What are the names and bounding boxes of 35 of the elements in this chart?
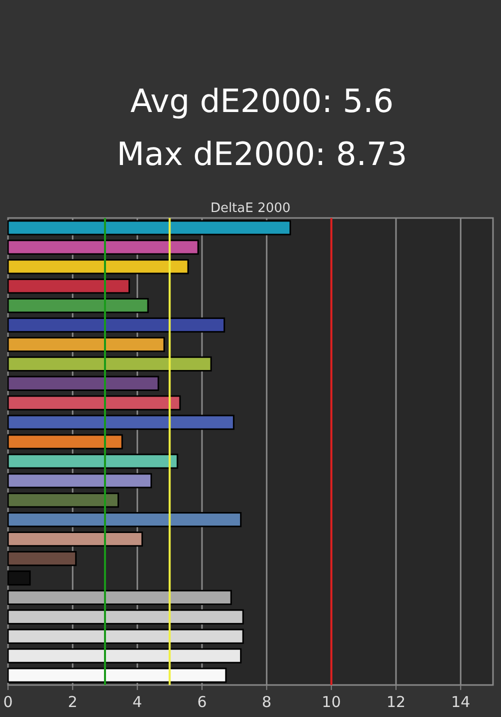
x-tick-label: 0	[3, 693, 13, 711]
chart-title: DeltaE 2000	[210, 201, 291, 216]
x-tick-label: 4	[132, 693, 142, 711]
bar	[7, 668, 227, 683]
bar	[7, 240, 199, 255]
bar	[7, 648, 242, 664]
text: Max dE2000: 8.73	[116, 135, 408, 173]
bar	[7, 473, 152, 488]
x-tick-label: 10	[322, 693, 341, 711]
bar	[7, 609, 244, 624]
bar	[7, 317, 226, 333]
bar	[7, 434, 123, 450]
bar	[7, 532, 143, 547]
bar	[7, 414, 234, 430]
x-tick-label: 8	[262, 693, 272, 711]
bar	[7, 628, 244, 644]
bar	[7, 454, 178, 469]
x-tick-label: 14	[451, 693, 470, 711]
bar	[7, 356, 212, 372]
bar	[7, 259, 189, 274]
text: Avg dE2000: 5.6	[130, 82, 394, 120]
x-tick-label: 2	[68, 693, 78, 711]
bar	[7, 512, 242, 528]
bar	[7, 376, 160, 391]
x-tick-label: 12	[386, 693, 406, 711]
bar	[7, 298, 149, 314]
bar	[7, 220, 292, 236]
bar	[7, 570, 31, 586]
bar	[7, 550, 77, 566]
bar	[7, 278, 130, 294]
bar	[7, 336, 165, 352]
x-tick-label: 6	[197, 693, 207, 711]
bar	[7, 492, 120, 508]
bar	[7, 590, 232, 605]
bar	[7, 395, 181, 410]
